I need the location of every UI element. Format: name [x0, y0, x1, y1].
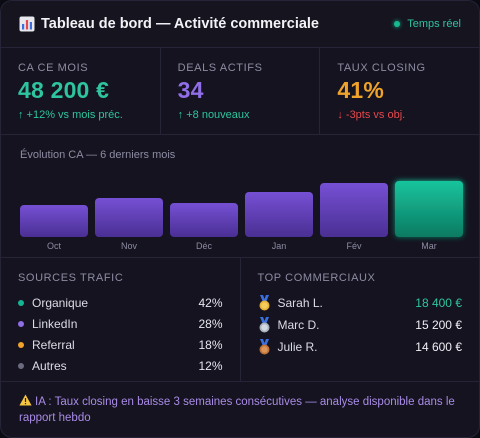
- other-dot-icon: [18, 362, 24, 369]
- kpi-delta: ↑ +12% vs mois préc.: [18, 109, 123, 121]
- live-indicator: Temps réel: [394, 18, 461, 30]
- revenue-chart-section: Évolution CA — 6 derniers mois Oct Nov Déc…: [1, 135, 479, 258]
- organic-dot-icon: [18, 299, 24, 306]
- kpi-closing: TAUX CLOSING 41% ↓ -3pts vs obj.: [320, 48, 479, 134]
- referral-dot-icon: [18, 341, 24, 348]
- bar-chart-icon: [19, 16, 35, 32]
- x-tick-label: Déc: [196, 241, 213, 251]
- list-item: Julie R. 14 600 €: [258, 336, 462, 358]
- list-item: Autres 12%: [18, 355, 223, 376]
- linkedin-dot-icon: [18, 320, 24, 327]
- page-title-text: Tableau de bord — Activité commerciale: [41, 16, 319, 32]
- bar-oct: [20, 205, 88, 237]
- rep-name: Marc D.: [277, 318, 320, 332]
- rep-name: Sarah L.: [277, 296, 323, 310]
- top-reps-panel: TOP COMMERCIAUX Sarah L. 18 400 € Marc D…: [241, 258, 480, 381]
- page-title: Tableau de bord — Activité commerciale: [19, 16, 319, 32]
- kpi-label: CA CE MOIS: [18, 62, 89, 74]
- gold-medal-icon: [258, 295, 271, 311]
- x-tick-label: Oct: [47, 241, 62, 251]
- alert-text: IA : Taux closing en baisse 3 semaines c…: [19, 396, 455, 424]
- list-item: Referral 18%: [18, 334, 223, 355]
- rep-name: Julie R.: [277, 340, 318, 354]
- bar-fév: [320, 183, 388, 237]
- kpi-value: 41%: [337, 77, 384, 103]
- kpi-delta: ↓ -3pts vs obj.: [337, 109, 406, 121]
- silver-medal-icon: [258, 317, 271, 333]
- source-name: Referral: [32, 337, 75, 352]
- bar-jan: [245, 192, 313, 237]
- bar-nov: [95, 198, 163, 237]
- list-item: Marc D. 15 200 €: [258, 314, 462, 336]
- warning-icon: [19, 394, 32, 406]
- list-item: Organique 42%: [18, 292, 223, 313]
- chart-title: Évolution CA — 6 derniers mois: [20, 149, 176, 161]
- kpi-deals: DEALS ACTIFS 34 ↑ +8 nouveaux: [161, 48, 321, 134]
- x-tick-label: Mar: [421, 241, 437, 251]
- list-item: LinkedIn 28%: [18, 313, 223, 334]
- bottom-panels: SOURCES TRAFIC Organique 42% LinkedIn 28…: [1, 258, 479, 382]
- traffic-sources-panel: SOURCES TRAFIC Organique 42% LinkedIn 28…: [1, 258, 241, 381]
- kpi-delta: ↑ +8 nouveaux: [177, 109, 250, 121]
- x-tick-label: Nov: [121, 241, 138, 251]
- source-name: Organique: [32, 295, 89, 310]
- source-pct: 18%: [198, 337, 223, 352]
- revenue-bar-chart: Oct Nov Déc Jan Fév Mar: [20, 181, 463, 251]
- header: Tableau de bord — Activité commerciale T…: [1, 1, 479, 48]
- list-item: Sarah L. 18 400 €: [258, 292, 462, 314]
- kpi-row: CA CE MOIS 48 200 € ↑ +12% vs mois préc.…: [1, 48, 479, 135]
- kpi-label: TAUX CLOSING: [337, 62, 426, 74]
- source-name: Autres: [32, 358, 67, 373]
- source-pct: 42%: [198, 295, 223, 310]
- source-name: LinkedIn: [32, 316, 78, 331]
- live-label: Temps réel: [407, 18, 461, 30]
- rep-amount: 15 200 €: [415, 318, 462, 332]
- rep-amount: 18 400 €: [415, 296, 462, 310]
- bar-mar: [395, 181, 463, 237]
- kpi-value: 34: [177, 77, 204, 103]
- kpi-label: DEALS ACTIFS: [177, 62, 263, 74]
- ai-alert: IA : Taux closing en baisse 3 semaines c…: [1, 382, 479, 426]
- source-pct: 28%: [198, 316, 223, 331]
- x-tick-label: Fév: [346, 241, 362, 251]
- rep-amount: 14 600 €: [415, 340, 462, 354]
- x-tick-label: Jan: [272, 241, 287, 251]
- kpi-revenue: CA CE MOIS 48 200 € ↑ +12% vs mois préc.: [1, 48, 161, 134]
- bar-déc: [170, 203, 238, 237]
- live-dot-icon: [394, 21, 401, 27]
- source-pct: 12%: [198, 358, 223, 373]
- bronze-medal-icon: [258, 339, 271, 355]
- reps-title: TOP COMMERCIAUX: [257, 272, 376, 284]
- sources-title: SOURCES TRAFIC: [18, 272, 124, 284]
- kpi-value: 48 200 €: [18, 77, 110, 103]
